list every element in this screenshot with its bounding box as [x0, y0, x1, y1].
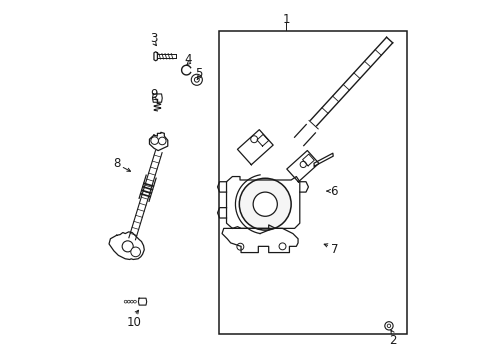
- Circle shape: [150, 137, 158, 144]
- Text: 5: 5: [195, 67, 202, 80]
- Text: 7: 7: [330, 243, 337, 256]
- Bar: [218, 31, 406, 334]
- Circle shape: [253, 192, 277, 216]
- Circle shape: [279, 243, 285, 250]
- Circle shape: [236, 243, 244, 250]
- Text: 2: 2: [388, 334, 396, 347]
- Circle shape: [250, 136, 257, 143]
- Circle shape: [130, 247, 140, 257]
- Circle shape: [239, 178, 290, 230]
- Text: 10: 10: [127, 316, 142, 329]
- Circle shape: [122, 241, 133, 252]
- Circle shape: [300, 161, 306, 167]
- Circle shape: [191, 74, 202, 85]
- Text: 1: 1: [282, 13, 289, 26]
- Circle shape: [386, 324, 390, 328]
- Text: 9: 9: [150, 88, 158, 101]
- Circle shape: [158, 137, 166, 145]
- Circle shape: [194, 77, 199, 82]
- Text: 6: 6: [330, 185, 337, 198]
- Text: 4: 4: [184, 53, 192, 66]
- Circle shape: [384, 322, 392, 330]
- Text: 3: 3: [150, 32, 157, 45]
- Text: 8: 8: [113, 157, 120, 170]
